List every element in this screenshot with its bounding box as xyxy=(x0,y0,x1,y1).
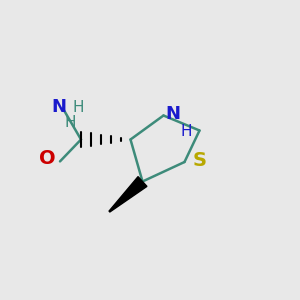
Text: S: S xyxy=(193,151,207,170)
Text: N: N xyxy=(51,98,66,116)
Polygon shape xyxy=(109,177,147,212)
Text: O: O xyxy=(39,149,56,168)
Text: H: H xyxy=(180,124,191,140)
Text: H: H xyxy=(72,100,84,115)
Text: H: H xyxy=(65,115,76,130)
Text: N: N xyxy=(165,105,180,123)
